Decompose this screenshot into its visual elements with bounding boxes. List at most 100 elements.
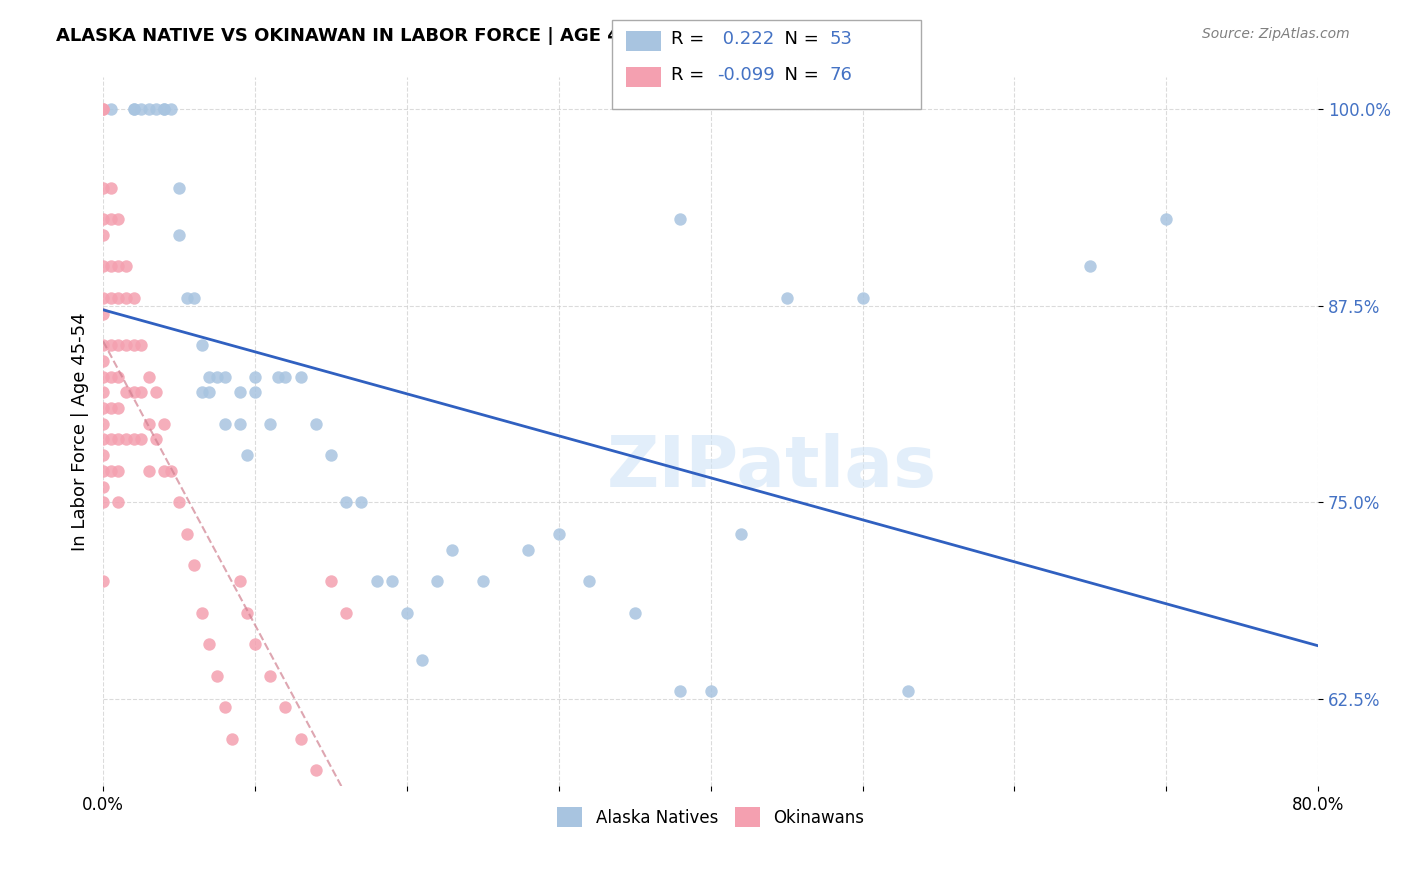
Point [91, 102, 114, 116]
Point [236, 448, 259, 462]
Point [236, 606, 259, 620]
Point [335, 606, 357, 620]
Point [100, 338, 122, 352]
Point [214, 369, 236, 384]
Point [191, 338, 214, 352]
Point [669, 684, 692, 698]
Point [198, 369, 221, 384]
Text: ALASKA NATIVE VS OKINAWAN IN LABOR FORCE | AGE 45-54 CORRELATION CHART: ALASKA NATIVE VS OKINAWAN IN LABOR FORCE… [56, 27, 886, 45]
Point [138, 102, 160, 116]
Point [176, 291, 198, 305]
Point [319, 574, 342, 589]
Point [153, 417, 176, 431]
Point [243, 385, 266, 400]
Point [107, 495, 129, 509]
Point [129, 385, 152, 400]
Point [699, 684, 721, 698]
Point [91, 385, 114, 400]
Point [274, 369, 297, 384]
Point [107, 433, 129, 447]
Point [578, 574, 600, 589]
Point [730, 527, 752, 541]
Point [100, 369, 122, 384]
Point [91, 369, 114, 384]
Point [243, 637, 266, 651]
Point [122, 433, 145, 447]
Point [167, 180, 190, 194]
Point [91, 401, 114, 415]
Point [411, 653, 433, 667]
Text: 0.222: 0.222 [717, 30, 775, 48]
Point [91, 417, 114, 431]
Point [775, 291, 797, 305]
Point [145, 102, 167, 116]
Point [122, 102, 145, 116]
Point [122, 385, 145, 400]
Point [107, 338, 129, 352]
Text: -0.099: -0.099 [717, 66, 775, 84]
Point [100, 260, 122, 274]
Point [176, 527, 198, 541]
Point [107, 260, 129, 274]
Point [129, 102, 152, 116]
Point [1156, 212, 1178, 227]
Point [115, 433, 138, 447]
Point [259, 668, 281, 682]
Point [138, 417, 160, 431]
Text: ZIPatlas: ZIPatlas [606, 433, 936, 501]
Point [335, 495, 357, 509]
Point [138, 369, 160, 384]
Point [290, 731, 312, 746]
Point [669, 212, 692, 227]
Point [153, 464, 176, 478]
Point [198, 637, 221, 651]
Point [274, 700, 297, 714]
Point [167, 227, 190, 242]
Point [122, 102, 145, 116]
Point [115, 291, 138, 305]
Point [319, 448, 342, 462]
Text: R =: R = [671, 66, 710, 84]
Point [153, 102, 176, 116]
Point [107, 464, 129, 478]
Point [91, 433, 114, 447]
Point [91, 291, 114, 305]
Text: R =: R = [671, 30, 710, 48]
Point [1080, 260, 1102, 274]
Point [183, 558, 205, 573]
Point [243, 369, 266, 384]
Point [91, 495, 114, 509]
Point [167, 495, 190, 509]
Point [91, 260, 114, 274]
Point [191, 385, 214, 400]
Point [91, 307, 114, 321]
Point [214, 700, 236, 714]
Point [115, 385, 138, 400]
Text: 76: 76 [830, 66, 852, 84]
Point [395, 606, 418, 620]
Point [107, 212, 129, 227]
Point [229, 417, 252, 431]
Point [91, 180, 114, 194]
Point [145, 433, 167, 447]
Point [107, 291, 129, 305]
Point [100, 102, 122, 116]
Point [366, 574, 388, 589]
Point [91, 464, 114, 478]
Point [91, 212, 114, 227]
Text: Source: ZipAtlas.com: Source: ZipAtlas.com [1202, 27, 1350, 41]
Point [623, 606, 645, 620]
Point [221, 731, 243, 746]
Point [191, 606, 214, 620]
Text: N =: N = [773, 30, 825, 48]
Point [91, 353, 114, 368]
Point [100, 291, 122, 305]
Text: 53: 53 [830, 30, 852, 48]
Point [229, 574, 252, 589]
Point [350, 495, 373, 509]
Point [138, 464, 160, 478]
Point [100, 401, 122, 415]
Point [145, 385, 167, 400]
Point [153, 102, 176, 116]
Point [290, 369, 312, 384]
